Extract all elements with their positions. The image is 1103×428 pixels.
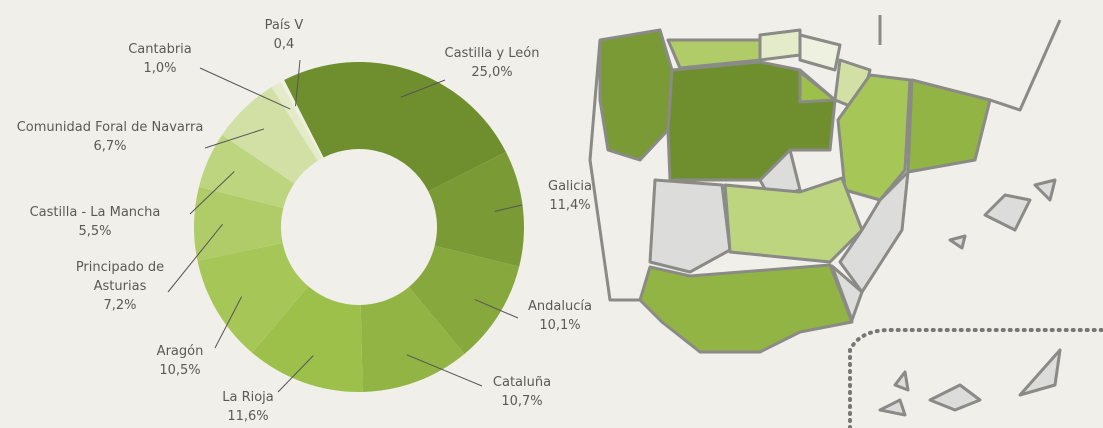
- category-label: Andalucía: [528, 299, 592, 314]
- leader-line: [277, 355, 314, 393]
- slice: [284, 61, 506, 192]
- slice: [428, 151, 524, 267]
- category-label: Aragón: [156, 344, 204, 359]
- leader-line: [167, 223, 223, 293]
- category-label: Cantabria: [128, 42, 192, 57]
- slice: [251, 286, 363, 392]
- leader-line: [406, 354, 483, 387]
- category-label: Principado de Asturias: [75, 260, 165, 294]
- map-region: [830, 264, 864, 322]
- category-label: Comunidad Foral de Navarra: [16, 120, 204, 135]
- slice: [194, 186, 284, 261]
- slice-label: Castilla - La Mancha 5,5%: [30, 203, 161, 241]
- map-region: [598, 28, 674, 162]
- map-region: [906, 78, 992, 174]
- leader-line: [204, 128, 265, 149]
- category-label: País V: [264, 18, 304, 33]
- slice: [360, 286, 465, 392]
- value-label: 25,0%: [471, 65, 513, 80]
- leader-line: [189, 171, 235, 215]
- value-label: 7,2%: [103, 298, 137, 313]
- leader-line: [199, 67, 291, 110]
- value-label: 10,5%: [159, 363, 201, 378]
- map-region: [666, 60, 837, 182]
- map-region: [798, 33, 842, 72]
- value-label: 11,6%: [227, 409, 269, 424]
- slice-label: Cataluña 10,7%: [493, 373, 551, 411]
- map-island: [948, 234, 967, 250]
- map-island: [983, 193, 1032, 232]
- category-label: Castilla y León: [444, 46, 540, 61]
- slice-label: Castilla y León 25,0%: [445, 44, 540, 82]
- leader-line: [295, 59, 301, 107]
- leader-line: [494, 204, 523, 212]
- slice-label: La Rioja 11,6%: [222, 388, 274, 426]
- canary-frame: [848, 328, 1103, 428]
- category-label: Cataluña: [492, 375, 552, 390]
- slice-label: Cantabria 1,0%: [128, 40, 192, 78]
- slice: [198, 135, 295, 209]
- slice-label: Andalucía 10,1%: [528, 297, 592, 335]
- map: [588, 15, 1103, 428]
- leader-line: [474, 299, 519, 319]
- leader-line: [400, 79, 446, 98]
- map-region: [798, 70, 837, 104]
- leader-line: [214, 296, 243, 349]
- value-label: 11,4%: [549, 198, 591, 213]
- slice: [271, 81, 322, 161]
- map-region: [723, 176, 864, 264]
- slice-label: Comunidad Foral de Navarra 6,7%: [17, 118, 204, 156]
- value-label: 0,4: [273, 37, 295, 52]
- slice: [408, 245, 520, 354]
- map-island: [1018, 348, 1062, 397]
- category-label: Castilla - La Mancha: [29, 205, 161, 220]
- slice-label: Principado de Asturias 7,2%: [65, 258, 175, 315]
- map-region: [648, 178, 732, 274]
- slice: [221, 87, 318, 184]
- value-label: 10,1%: [539, 318, 581, 333]
- map-island: [893, 370, 910, 392]
- map-border: [588, 15, 1062, 302]
- category-label: Galicia: [548, 179, 592, 194]
- value-label: 1,0%: [143, 61, 177, 76]
- map-island: [1033, 178, 1057, 202]
- slice-label: Aragón 10,5%: [157, 342, 204, 380]
- slice-label: País V 0,4: [265, 16, 304, 54]
- map-region: [758, 28, 802, 62]
- map-island: [928, 383, 982, 412]
- map-region: [638, 263, 854, 354]
- slice: [197, 242, 309, 353]
- slice-label: Galicia 11,4%: [548, 177, 592, 215]
- slice: [280, 79, 324, 159]
- map-island: [878, 398, 907, 417]
- value-label: 6,7%: [93, 139, 127, 154]
- category-label: La Rioja: [222, 390, 274, 405]
- value-label: 5,5%: [78, 224, 112, 239]
- value-label: 10,7%: [501, 394, 543, 409]
